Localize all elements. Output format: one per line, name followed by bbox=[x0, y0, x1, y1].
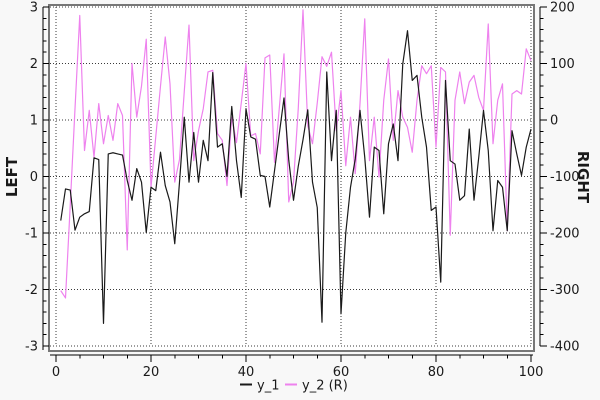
legend: y_1 y_2 (R) bbox=[240, 379, 348, 394]
y1-series-line bbox=[60, 30, 532, 324]
left-axis-tick-label: 0 bbox=[30, 170, 38, 185]
left-axis-tick-label: 3 bbox=[30, 1, 38, 16]
right-axis-tick-label: 200 bbox=[550, 1, 575, 16]
left-axis-tick-label: 2 bbox=[30, 57, 38, 72]
right-axis-tick-label: -100 bbox=[550, 170, 580, 185]
right-axis-tick-label: 100 bbox=[550, 57, 575, 72]
left-axis-label: LEFT bbox=[3, 156, 21, 197]
right-axis-tick-label: -300 bbox=[550, 283, 580, 298]
x-axis-tick-label: 100 bbox=[519, 365, 544, 380]
x-axis-tick-label: 20 bbox=[143, 365, 160, 380]
x-axis-tick-label: 0 bbox=[52, 365, 60, 380]
left-axis-tick-label: -3 bbox=[25, 340, 38, 355]
right-axis-tick-label: -200 bbox=[550, 227, 580, 242]
legend-y2-label: y_2 (R) bbox=[302, 379, 348, 394]
x-axis-tick-label: 60 bbox=[333, 365, 350, 380]
right-axis-tick-label: -400 bbox=[550, 340, 580, 355]
x-axis-tick-label: 80 bbox=[428, 365, 445, 380]
plot-area bbox=[50, 6, 533, 350]
plot-frame bbox=[48, 4, 535, 352]
right-axis-tick-label: 0 bbox=[550, 114, 558, 129]
y2-series-line bbox=[60, 9, 532, 299]
left-axis-tick-label: 1 bbox=[30, 114, 38, 129]
legend-y1-label: y_1 bbox=[257, 379, 279, 394]
right-axis-label: RIGHT bbox=[574, 151, 592, 204]
x-axis-tick-label: 40 bbox=[238, 365, 255, 380]
axes bbox=[42, 6, 547, 362]
left-axis-tick-label: -2 bbox=[25, 283, 38, 298]
left-axis-tick-label: -1 bbox=[25, 227, 38, 242]
